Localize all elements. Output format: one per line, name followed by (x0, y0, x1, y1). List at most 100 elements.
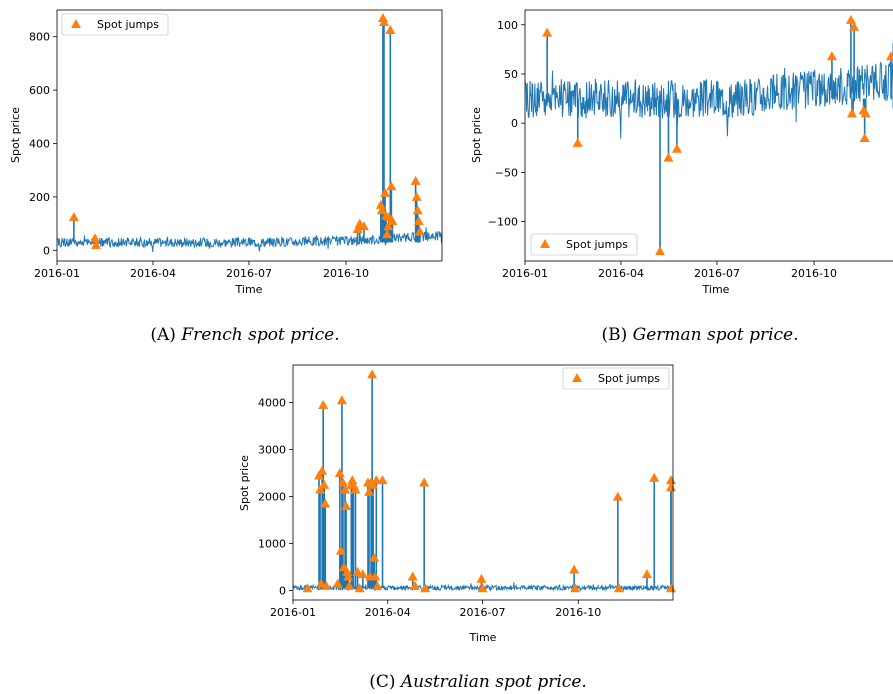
french-x-tick-label: 2016-10 (323, 267, 369, 280)
australian-x-tick-label: 2016-01 (270, 606, 316, 619)
australian-jump-marker (649, 472, 660, 482)
australian-y-tick-label: 0 (279, 585, 286, 598)
german-y-tick-label: 100 (497, 19, 518, 32)
australian-legend-box (562, 367, 670, 390)
german-jump-marker (663, 152, 674, 162)
australian-jump-marker (613, 583, 624, 593)
australian-y-axis-label: Spot price (238, 455, 251, 511)
french-y-tick-label: 800 (29, 31, 50, 44)
australian-jump-marker (612, 491, 623, 501)
german-x-ticks: 2016-01 2016-04 2016-07 2016-10 (502, 261, 837, 280)
australian-stems (306, 374, 672, 589)
french-jump-marker (383, 221, 394, 231)
french-markers (68, 13, 425, 249)
australian-jump-marker (372, 580, 383, 590)
australian-caption: (C) Australian spot price. (369, 672, 587, 692)
german-jump-marker (671, 143, 682, 153)
panel-french: 2016-01 2016-04 2016-07 2016-10 0 200 400 600 8… (9, 9, 443, 345)
french-x-tick-label: 2016-04 (130, 267, 176, 280)
australian-caption-title: Australian spot price. (399, 672, 587, 692)
australian-jump-marker (409, 580, 420, 590)
german-legend-label: Spot jumps (566, 238, 628, 251)
australian-jump-marker (367, 369, 378, 379)
french-caption-title: French spot price. (180, 325, 339, 345)
australian-jump-marker (337, 477, 348, 487)
german-legend: Spot jumps (530, 233, 638, 256)
australian-y-ticks: 0 1000 2000 3000 4000 (258, 397, 293, 598)
french-x-tick-label: 2016-07 (226, 267, 272, 280)
australian-jump-marker (350, 484, 361, 494)
french-jump-marker (382, 229, 393, 239)
german-jump-marker (859, 132, 870, 142)
australian-jump-marker (570, 583, 581, 593)
australian-legend-label: Spot jumps (598, 372, 660, 385)
australian-jump-marker (316, 578, 327, 588)
french-caption: (A) French spot price. (150, 325, 339, 345)
australian-markers (302, 369, 676, 593)
french-jump-marker (412, 205, 423, 215)
german-y-tick-label: 50 (504, 68, 518, 81)
australian-jump-marker (344, 580, 355, 590)
panel-australian: 2016-01 2016-04 2016-07 2016-10 0 1000 2000 30… (238, 364, 676, 692)
australian-jump-marker (336, 395, 347, 405)
australian-jump-marker (347, 475, 358, 485)
australian-jump-marker (477, 583, 488, 593)
australian-jump-marker (319, 479, 330, 489)
australian-jump-marker (368, 479, 379, 489)
australian-jump-marker (315, 484, 326, 494)
german-plot-frame (524, 9, 893, 262)
german-y-tick-label: 0 (511, 117, 518, 130)
german-caption-title: German spot price. (633, 325, 799, 345)
german-x-tick-label: 2016-01 (502, 267, 548, 280)
german-x-tick-label: 2016-07 (694, 267, 740, 280)
australian-jump-marker (314, 470, 325, 480)
french-jump-marker (352, 223, 363, 233)
german-jump-marker (655, 246, 666, 256)
australian-jump-marker (340, 484, 351, 494)
australian-jump-marker (419, 477, 430, 487)
french-y-axis-label: Spot price (9, 107, 22, 163)
german-caption-label: (B) (601, 325, 627, 345)
german-y-axis-label: Spot price (470, 107, 483, 163)
german-y-ticks: 100 50 0 −50 −100 (488, 19, 525, 229)
australian-x-ticks: 2016-01 2016-04 2016-07 2016-10 (270, 600, 601, 619)
australian-legend-marker (572, 373, 582, 382)
german-x-axis-label: Time (702, 283, 730, 296)
german-legend-box (530, 233, 638, 256)
australian-jump-marker (341, 501, 352, 510)
german-x-tick-label: 2016-10 (791, 267, 837, 280)
australian-jump-marker (321, 580, 332, 590)
german-caption: (B) German spot price. (601, 325, 798, 345)
german-x-tick-label: 2016-04 (598, 267, 644, 280)
french-jump-marker (411, 191, 422, 201)
australian-jump-marker (369, 552, 380, 562)
french-jump-marker (385, 25, 396, 35)
australian-y-tick-label: 2000 (258, 491, 286, 504)
french-stems (73, 18, 421, 245)
french-jump-marker (89, 233, 100, 243)
french-legend-label: Spot jumps (97, 18, 159, 31)
french-line (56, 227, 443, 253)
french-legend-marker (71, 19, 81, 28)
australian-jump-marker (335, 545, 346, 555)
french-x-tick-label: 2016-01 (34, 267, 80, 280)
panel-german: 2016-01 2016-04 2016-07 2016-10 100 50 0 −50 −1… (470, 9, 893, 345)
german-jump-marker (826, 51, 837, 61)
german-y-tick-label: −100 (488, 216, 518, 229)
australian-jump-marker (334, 468, 345, 478)
australian-jump-marker (666, 583, 676, 593)
french-caption-label: (A) (150, 325, 176, 345)
french-jump-marker (376, 205, 387, 215)
german-jump-marker (572, 137, 583, 147)
australian-jump-marker (318, 399, 329, 409)
australian-jump-marker (320, 498, 331, 508)
australian-jump-marker (665, 482, 676, 492)
australian-legend: Spot jumps (562, 367, 670, 390)
australian-jump-marker (420, 583, 431, 593)
australian-y-tick-label: 4000 (258, 397, 286, 410)
french-legend-box (61, 13, 169, 36)
french-jump-marker (378, 17, 389, 27)
australian-jump-marker (354, 583, 365, 593)
french-plot-frame (56, 9, 443, 262)
